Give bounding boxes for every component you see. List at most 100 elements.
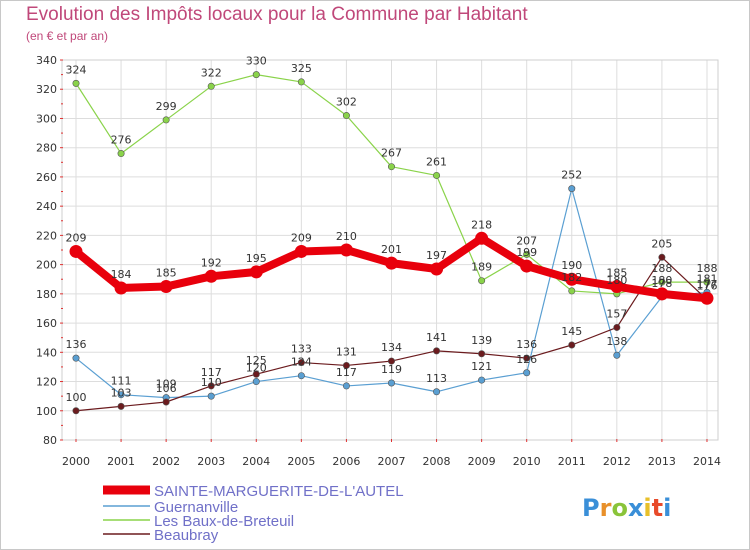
series-point-2 (252, 71, 260, 79)
data-label-0: 199 (516, 246, 537, 259)
data-label-1: 136 (66, 338, 87, 351)
x-tick-label: 2009 (468, 455, 496, 468)
series-point-0 (610, 280, 624, 294)
data-label-3: 125 (246, 354, 267, 367)
data-label-0: 195 (246, 252, 267, 265)
data-label-1: 124 (291, 356, 312, 369)
data-label-2: 322 (201, 66, 222, 79)
x-tick-label: 2000 (62, 455, 90, 468)
data-label-2: 330 (246, 55, 267, 68)
x-tick-label: 2004 (242, 455, 270, 468)
data-label-0: 201 (381, 243, 402, 256)
data-label-2: 302 (336, 96, 357, 109)
y-tick-label: 160 (36, 317, 57, 330)
series-point-1 (433, 388, 441, 396)
series-point-2 (342, 112, 350, 120)
series-point-0 (430, 262, 444, 276)
logo-letter: o (611, 494, 628, 522)
series-point-3 (117, 402, 125, 410)
logo-letter: i (643, 494, 651, 522)
data-label-1: 109 (156, 378, 177, 391)
y-tick-label: 80 (43, 434, 57, 447)
series-point-1 (252, 378, 260, 386)
series-point-3 (433, 347, 441, 355)
x-tick-label: 2014 (693, 455, 721, 468)
series-point-2 (72, 79, 80, 87)
series-point-0 (294, 244, 308, 258)
data-label-1: 120 (246, 362, 267, 375)
data-label-1: 121 (471, 360, 492, 373)
y-tick-label: 200 (36, 259, 57, 272)
y-tick-label: 280 (36, 142, 57, 155)
series-point-3 (387, 357, 395, 365)
x-tick-label: 2012 (603, 455, 631, 468)
data-label-1: 181 (696, 272, 717, 285)
series-point-1 (342, 382, 350, 390)
data-label-1: 110 (201, 376, 222, 389)
data-label-0: 218 (471, 218, 492, 231)
data-label-3: 133 (291, 343, 312, 356)
series-point-1 (568, 185, 576, 193)
data-label-1: 126 (516, 353, 537, 366)
series-point-2 (117, 150, 125, 158)
x-tick-label: 2008 (423, 455, 451, 468)
data-label-3: 134 (381, 341, 402, 354)
data-label-2: 207 (516, 234, 537, 247)
legend: SAINTE-MARGUERITE-DE-L'AUTELGuernanville… (103, 483, 404, 544)
data-label-3: 139 (471, 334, 492, 347)
series-point-0 (655, 287, 669, 301)
data-label-2: 189 (471, 261, 492, 274)
series-point-2 (703, 278, 711, 286)
series-point-1 (207, 392, 215, 400)
y-axis: 80 100 120 140 160 180 200 220 240 260 280 300 320 34… (36, 54, 63, 447)
data-label-2: 324 (66, 63, 87, 76)
data-label-3: 176 (696, 280, 717, 293)
logo-letter: x (628, 494, 644, 522)
x-tick-label: 2001 (107, 455, 135, 468)
series-point-3 (568, 341, 576, 349)
series-group (69, 71, 714, 415)
legend-label-0: SAINTE-MARGUERITE-DE-L'AUTEL (154, 483, 404, 500)
y-tick-label: 120 (36, 376, 57, 389)
data-label-3: 103 (111, 386, 132, 399)
data-label-3: 100 (66, 391, 87, 404)
series-point-3 (297, 359, 305, 367)
series-point-3 (523, 354, 531, 362)
legend-label-1: Guernanville (154, 499, 238, 516)
series-point-1 (523, 369, 531, 377)
data-label-0: 190 (561, 259, 582, 272)
series-point-2 (387, 163, 395, 171)
data-label-2: 261 (426, 155, 447, 168)
series-point-0 (249, 265, 263, 279)
series-point-0 (204, 269, 218, 283)
data-label-3: 205 (651, 237, 672, 250)
data-label-0: 192 (201, 256, 222, 269)
x-tick-label: 2006 (332, 455, 360, 468)
series-point-1 (613, 351, 621, 359)
chart-subtitle: (en € et par an) (26, 29, 109, 43)
chart-title: Evolution des Impôts locaux pour la Comm… (26, 4, 528, 25)
x-axis: 2000 2001 2002 2003 2004 2005 2006 2007 2008 2009… (62, 439, 721, 468)
logo-letter: i (663, 494, 671, 522)
series-point-1 (117, 391, 125, 399)
series-point-0 (384, 256, 398, 270)
series-point-2 (297, 78, 305, 86)
series-point-3 (613, 323, 621, 331)
x-tick-label: 2007 (377, 455, 405, 468)
data-label-2: 267 (381, 147, 402, 160)
data-label-0: 197 (426, 249, 447, 262)
data-label-0: 180 (651, 274, 672, 287)
x-tick-label: 2010 (513, 455, 541, 468)
y-tick-label: 180 (36, 288, 57, 301)
series-point-0 (339, 243, 353, 257)
series-point-2 (162, 116, 170, 124)
x-tick-label: 2011 (558, 455, 586, 468)
data-label-3: 117 (201, 366, 222, 379)
logo-letter: t (652, 494, 663, 522)
series-point-2 (433, 171, 441, 179)
series-point-0 (475, 231, 489, 245)
y-tick-label: 240 (36, 200, 57, 213)
series-point-3 (478, 350, 486, 358)
